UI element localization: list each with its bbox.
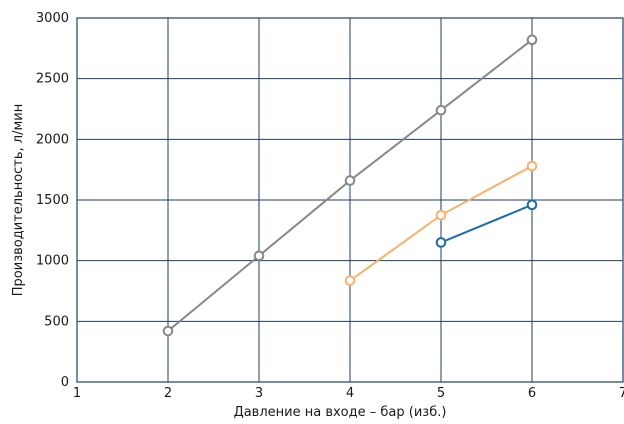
data-point xyxy=(253,250,265,262)
data-point xyxy=(344,275,356,286)
data-point xyxy=(526,34,538,46)
x-tick-label: 3 xyxy=(255,386,263,401)
x-tick-label: 2 xyxy=(164,386,172,401)
y-tick-label: 3000 xyxy=(36,11,69,26)
data-point xyxy=(435,104,447,116)
y-tick-label: 2000 xyxy=(36,132,69,147)
data-point xyxy=(435,237,447,248)
y-tick-label: 2500 xyxy=(36,72,69,87)
plot-frame xyxy=(76,17,624,383)
x-tick-label: 1 xyxy=(73,386,81,401)
y-tick-label: 1500 xyxy=(36,193,69,208)
series xyxy=(162,34,538,337)
series-1 xyxy=(162,34,538,337)
x-tick-label: 4 xyxy=(346,386,354,401)
data-point xyxy=(344,175,356,186)
y-tick-labels: 0 500 1000 1500 2000 2500 3000 xyxy=(36,11,69,390)
data-point xyxy=(526,199,538,211)
series-2 xyxy=(344,160,538,286)
x-tick-label: 5 xyxy=(437,386,445,401)
data-point xyxy=(162,325,174,337)
x-tick-labels: 1 2 3 4 5 6 7 xyxy=(73,386,624,401)
x-tick-label: 7 xyxy=(619,386,624,401)
x-tick-label: 6 xyxy=(528,386,536,401)
y-axis-label: Производительность, л/мин xyxy=(11,104,26,296)
x-axis-label: Давление на входе – бар (изб.) xyxy=(234,405,447,420)
y-tick-label: 0 xyxy=(61,375,69,390)
data-point xyxy=(435,209,447,221)
data-point xyxy=(526,160,538,172)
y-tick-label: 1000 xyxy=(36,254,69,269)
y-tick-label: 500 xyxy=(44,314,69,329)
grid xyxy=(77,18,623,382)
series-line xyxy=(440,203,533,244)
series-3 xyxy=(435,199,538,248)
